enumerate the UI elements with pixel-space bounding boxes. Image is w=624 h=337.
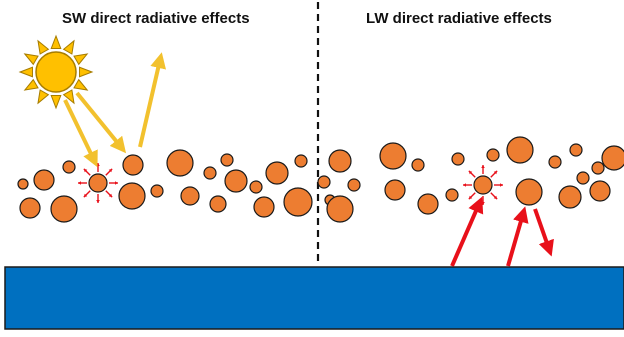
aerosol-particle-icon (317, 175, 331, 189)
sun-ray (62, 39, 75, 55)
aerosol-particle-icon (17, 178, 29, 190)
sun-ray (23, 53, 39, 66)
aerosol-particle-icon (249, 180, 263, 194)
aerosol-particle-icon (347, 178, 361, 192)
sun-ray (37, 39, 50, 55)
emission-ray-head (481, 202, 485, 205)
aerosol-particle-icon (203, 166, 217, 180)
absorbing-particle-icon (463, 165, 503, 205)
aerosol-particle-icon (326, 195, 354, 223)
aerosol-particle-icon (515, 178, 543, 206)
lw-arrow-down (533, 208, 554, 257)
emission-ray-head (78, 181, 81, 185)
emission-ray-head (493, 195, 498, 200)
emission-ray-head (463, 183, 466, 187)
aerosol-particle-icon (122, 154, 144, 176)
aerosol-particle-icon (384, 179, 406, 201)
sun-ray (62, 89, 75, 105)
absorbing-particle-body (473, 175, 493, 195)
sun-ray (79, 66, 94, 78)
emission-ray-head (500, 183, 503, 187)
emission-ray-head (108, 168, 113, 173)
sw-panel-title: SW direct radiative effects (62, 10, 250, 27)
aerosol-particle-icon (33, 169, 55, 191)
sw-arrow-scattered-up (138, 52, 167, 148)
aerosol-particle-icon (417, 193, 439, 215)
aerosol-particle-icon (558, 185, 582, 209)
ocean-surface (4, 266, 624, 330)
lw-panel-title: LW direct radiative effects (366, 10, 552, 27)
aerosol-particle-icon (62, 160, 76, 174)
absorbing-particle-icon (78, 163, 118, 203)
aerosol-particle-icon (19, 197, 41, 219)
aerosol-particle-icon (576, 171, 590, 185)
absorbing-particle-body (88, 173, 108, 193)
aerosol-particle-icon (253, 196, 275, 218)
emission-ray-head (481, 165, 485, 168)
lw-arrow-up-2 (506, 206, 529, 267)
sun-ray (23, 78, 39, 91)
aerosol-particle-icon (150, 184, 164, 198)
sw-arrows (63, 52, 167, 168)
emission-ray-head (96, 200, 100, 203)
aerosol-particle-icon (294, 154, 308, 168)
aerosol-particle-icon (50, 195, 78, 223)
sun-icon (18, 34, 94, 110)
aerosol-particle-icon (569, 143, 583, 157)
sun-ray (18, 66, 33, 78)
emission-ray-head (468, 170, 473, 175)
aerosol-particle-icon (591, 161, 605, 175)
sun-ray (73, 53, 89, 66)
sun-ray (50, 34, 62, 49)
aerosol-particle-icon (506, 136, 534, 164)
emission-ray-head (96, 163, 100, 166)
sun-ray (37, 89, 50, 105)
emission-ray-head (115, 181, 118, 185)
sun-disc (35, 51, 77, 93)
aerosol-particle-icon (180, 186, 200, 206)
aerosol-particle-icon (601, 145, 624, 171)
aerosol-particle-icon (166, 149, 194, 177)
aerosol-particle-icon (209, 195, 227, 213)
emission-ray-head (83, 168, 88, 173)
aerosol-particle-icon (411, 158, 425, 172)
aerosol-particles (17, 136, 624, 223)
emission-ray-head (83, 193, 88, 198)
aerosol-particle-icon (265, 161, 289, 185)
aerosol-particle-icon (486, 148, 500, 162)
aerosol-particle-icon (328, 149, 352, 173)
emission-ray-head (493, 170, 498, 175)
aerosol-particle-icon (220, 153, 234, 167)
absorbing-particles (78, 163, 503, 205)
aerosol-particle-icon (451, 152, 465, 166)
aerosol-particle-icon (118, 182, 146, 210)
sw-arrow-incoming-2 (75, 91, 127, 154)
aerosol-particle-icon (589, 180, 611, 202)
lw-arrow-up-1 (450, 196, 484, 267)
sw-arrow-incoming-1 (63, 99, 98, 168)
aerosol-particle-icon (548, 155, 562, 169)
aerosol-particle-icon (379, 142, 407, 170)
emission-ray-head (108, 193, 113, 198)
sun-ray (73, 78, 89, 91)
sun-ray (50, 95, 62, 110)
aerosol-particle-icon (445, 188, 459, 202)
lw-arrows (450, 196, 554, 267)
aerosol-particle-icon (283, 187, 313, 217)
aerosol-particle-icon (224, 169, 248, 193)
